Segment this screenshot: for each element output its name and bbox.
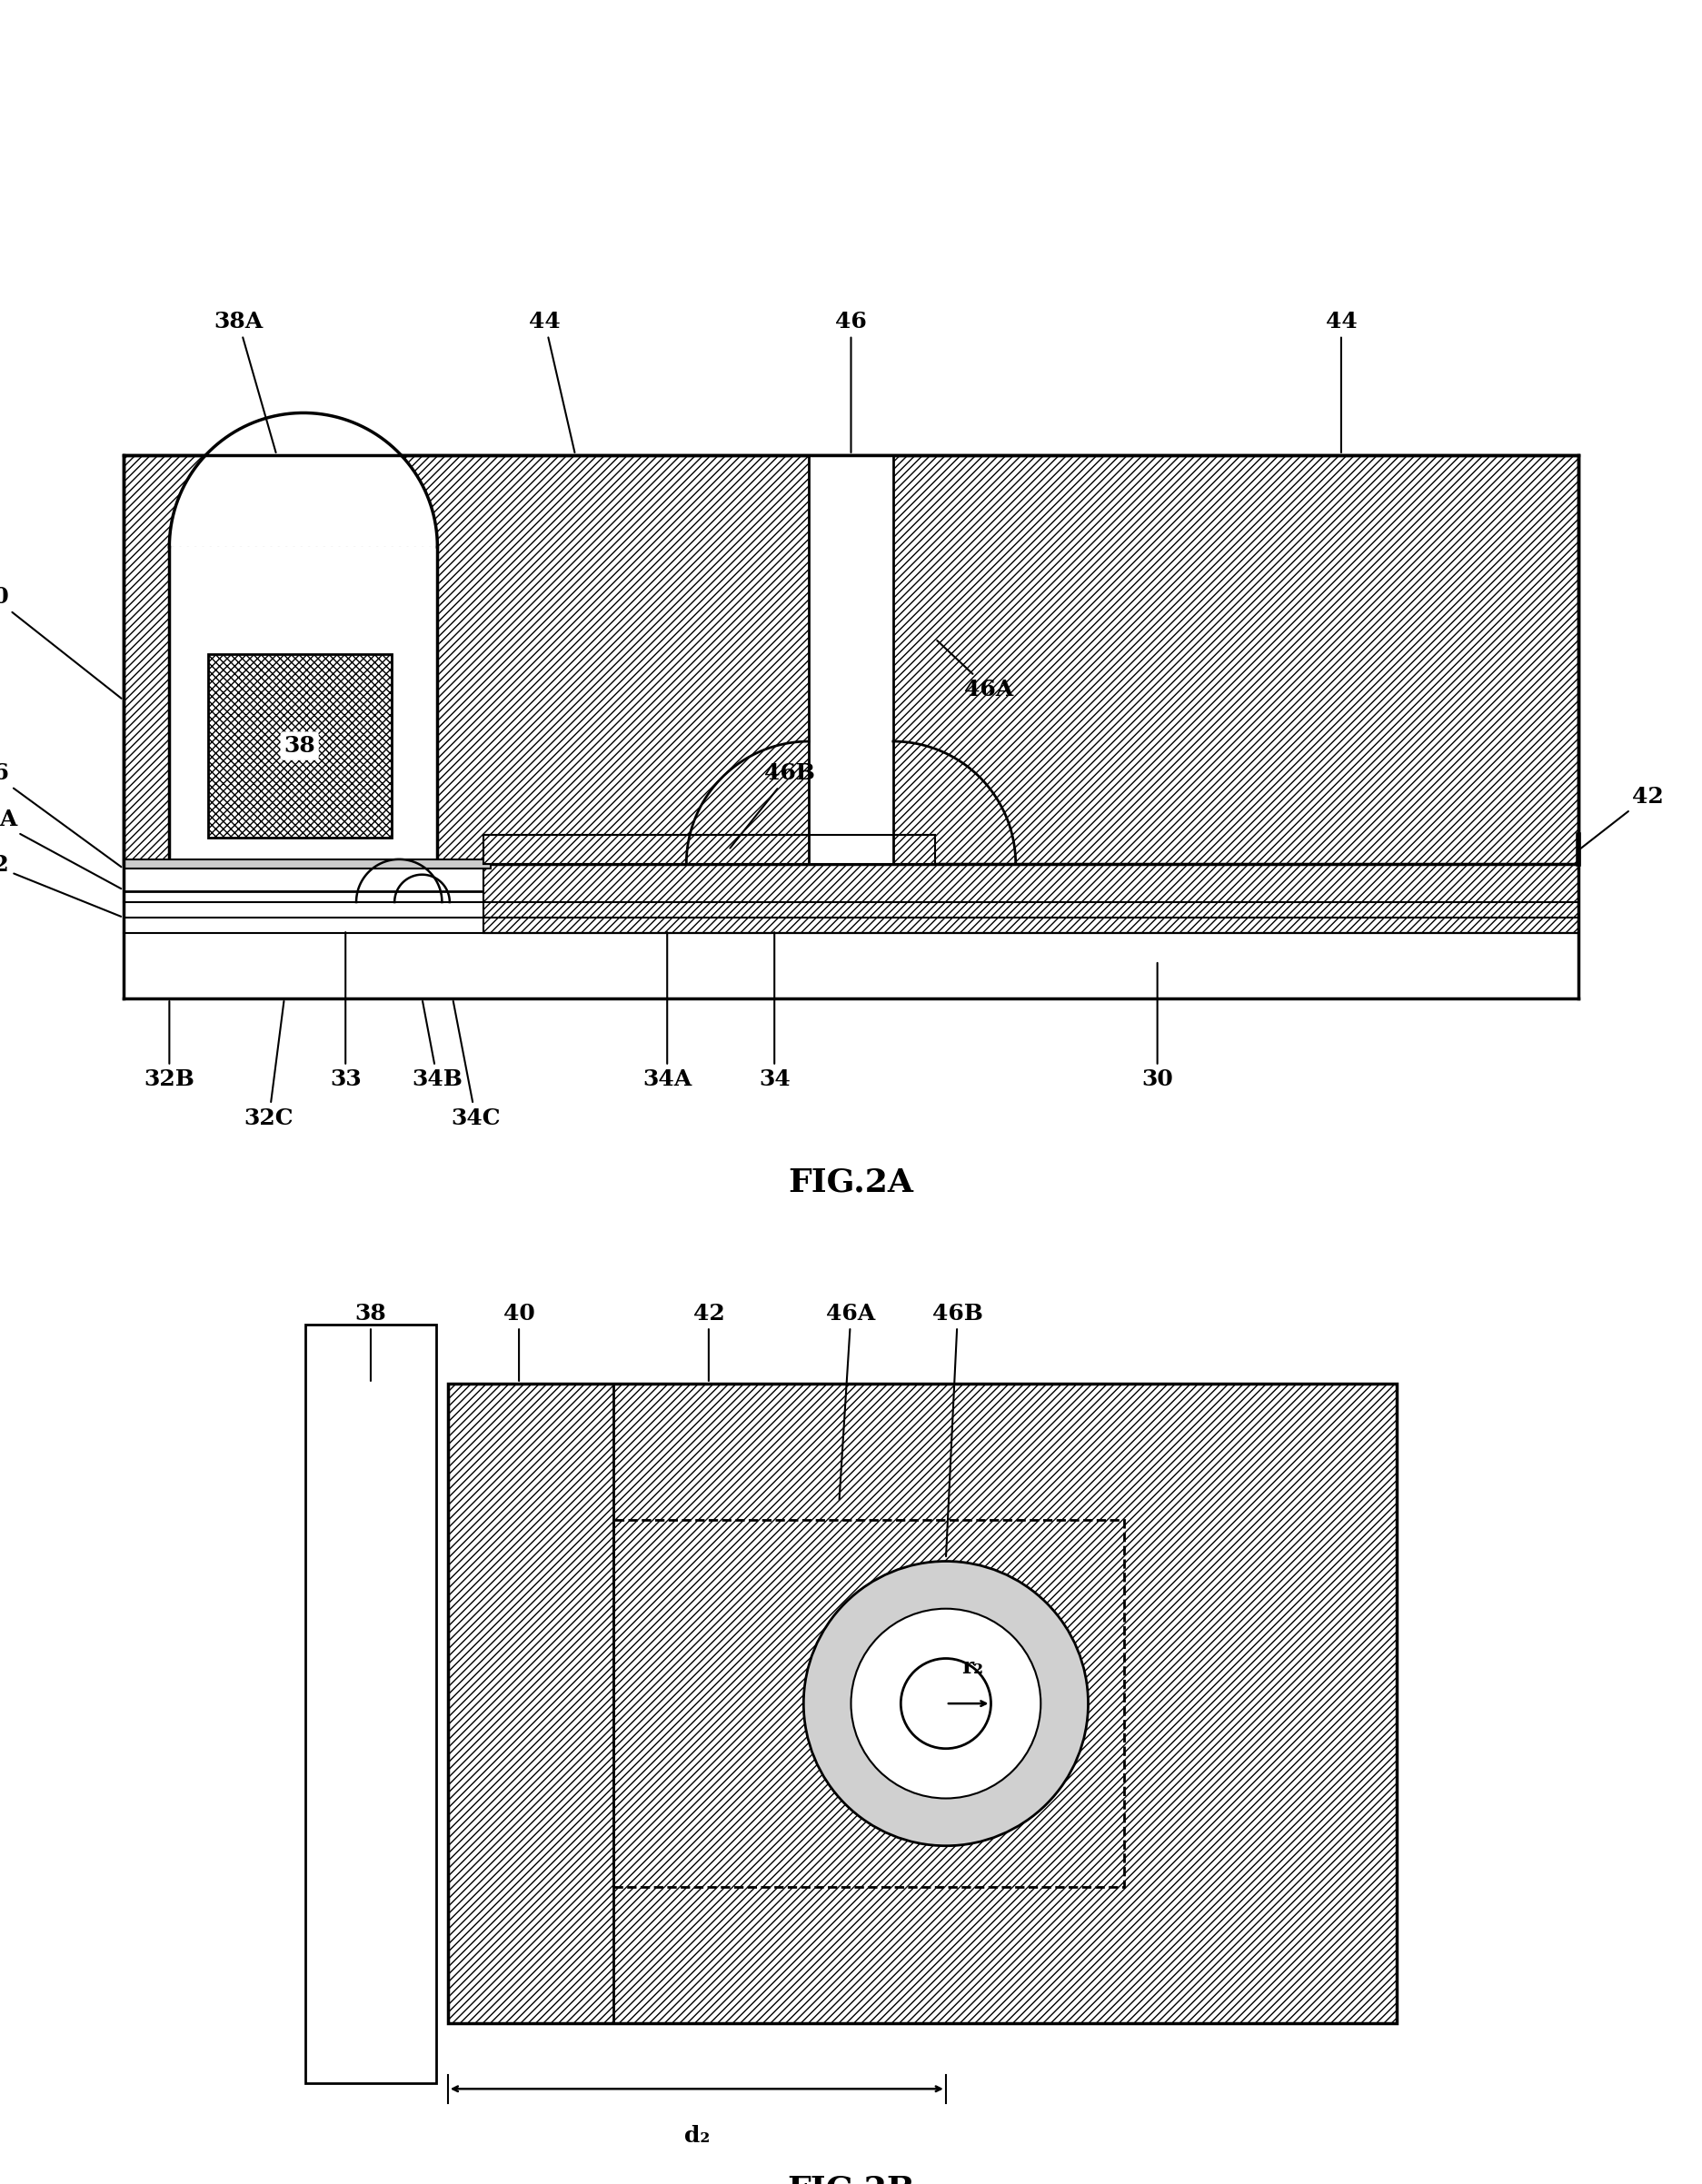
Text: 34B: 34B bbox=[412, 1000, 463, 1090]
Bar bbox=[483, 834, 936, 865]
Polygon shape bbox=[168, 413, 437, 546]
Text: 46B: 46B bbox=[933, 1302, 984, 1557]
Text: FIG.2A: FIG.2A bbox=[788, 1166, 914, 1197]
Circle shape bbox=[851, 1610, 1040, 1797]
Bar bbox=[448, 1382, 1397, 2025]
Text: 46B: 46B bbox=[730, 762, 815, 847]
Text: 42: 42 bbox=[693, 1302, 725, 1380]
Text: 30: 30 bbox=[1142, 963, 1173, 1090]
Circle shape bbox=[803, 1562, 1088, 1845]
Text: 46A: 46A bbox=[938, 640, 1013, 701]
Bar bbox=[614, 1520, 1123, 1887]
Text: 38: 38 bbox=[284, 736, 315, 758]
Text: 34C: 34C bbox=[451, 1000, 500, 1129]
Text: 40: 40 bbox=[504, 1302, 534, 1380]
Bar bbox=[124, 454, 1579, 865]
Bar bbox=[124, 891, 1579, 998]
Text: 36: 36 bbox=[0, 762, 121, 867]
Text: 40: 40 bbox=[0, 585, 121, 699]
Text: 46: 46 bbox=[836, 310, 866, 452]
Text: 38A: 38A bbox=[214, 310, 276, 452]
Text: 32B: 32B bbox=[145, 1000, 194, 1090]
Circle shape bbox=[900, 1658, 991, 1749]
Text: r₂: r₂ bbox=[962, 1658, 984, 1679]
Bar bbox=[808, 454, 894, 865]
Text: 33: 33 bbox=[330, 933, 361, 1090]
Bar bbox=[208, 653, 391, 839]
Text: 32C: 32C bbox=[243, 1000, 294, 1129]
Text: 34: 34 bbox=[759, 933, 790, 1090]
Text: 44: 44 bbox=[1326, 310, 1356, 452]
Text: 32A: 32A bbox=[0, 808, 121, 889]
Bar bbox=[305, 1324, 436, 2084]
Text: 38: 38 bbox=[356, 1302, 386, 1380]
Text: 42: 42 bbox=[1581, 786, 1663, 850]
Text: d₂: d₂ bbox=[684, 2125, 710, 2147]
Text: FIG.2B: FIG.2B bbox=[786, 2173, 916, 2184]
Bar bbox=[124, 858, 490, 869]
Text: 34A: 34A bbox=[643, 933, 691, 1090]
Text: 46A: 46A bbox=[827, 1302, 875, 1500]
Text: 32: 32 bbox=[0, 854, 121, 917]
Bar bbox=[483, 865, 1579, 933]
Text: 44: 44 bbox=[529, 310, 575, 452]
Bar bbox=[170, 546, 437, 865]
